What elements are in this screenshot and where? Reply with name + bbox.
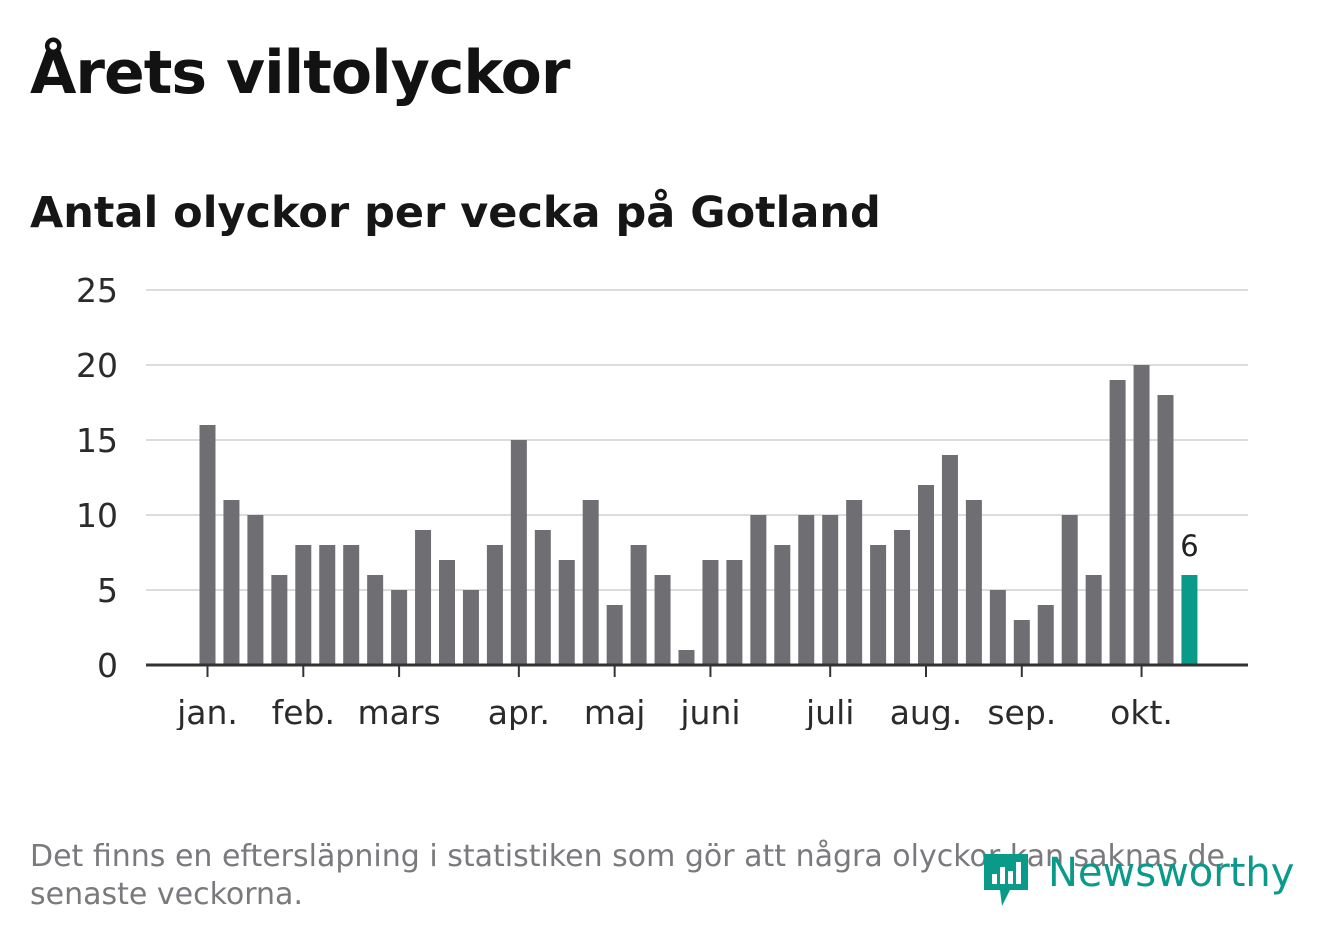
y-tick-label: 10 (76, 496, 118, 535)
x-tick-label-4: maj (584, 693, 646, 730)
x-tick-label-1: feb. (272, 693, 335, 730)
bar-week-9 (391, 590, 408, 665)
x-tick-label-5: juni (679, 693, 740, 730)
bar-week-7 (343, 545, 360, 665)
y-tick-label: 5 (97, 571, 118, 610)
bar-week-21 (678, 650, 695, 665)
bar-week-41 (1157, 395, 1174, 665)
chart-subtitle: Antal olyckor per vecka på Gotland (30, 188, 881, 238)
bar-week-15 (534, 530, 551, 665)
x-tick-label-0: jan. (176, 693, 238, 730)
bar-week-25 (774, 545, 791, 665)
bar-week-6 (319, 545, 336, 665)
bar-week-4 (271, 575, 288, 665)
bar-week-30 (894, 530, 911, 665)
y-tick-label: 0 (97, 646, 118, 685)
bar-week-34 (989, 590, 1006, 665)
bar-week-42 (1181, 575, 1198, 665)
newsworthy-logo-icon (984, 854, 1028, 906)
y-axis-ticks: 0 5 10 15 20 25 (76, 271, 118, 685)
bar-week-26 (798, 515, 815, 665)
x-axis-ticks: jan. feb. mars apr. maj juni juli aug. sep. okt. (176, 665, 1173, 730)
x-tick-label-3: apr. (488, 693, 550, 730)
bar-week-17 (582, 500, 599, 665)
bar-week-27 (822, 515, 839, 665)
bar-week-40 (1133, 365, 1150, 665)
bar-week-10 (415, 530, 432, 665)
bar-week-18 (606, 605, 623, 665)
bar-week-29 (870, 545, 887, 665)
bar-week-3 (247, 515, 264, 665)
y-tick-label: 25 (76, 271, 118, 310)
y-tick-label: 20 (76, 346, 118, 385)
x-tick-label-2: mars (358, 693, 441, 730)
newsworthy-logo-text: Newsworthy (1048, 850, 1295, 896)
bar-week-20 (654, 575, 671, 665)
bar-week-13 (486, 545, 503, 665)
bar-week-35 (1013, 620, 1030, 665)
bar-week-36 (1037, 605, 1054, 665)
data-labels: 6 (1180, 529, 1198, 563)
highlight-data-label: 6 (1180, 529, 1198, 563)
x-tick-label-8: sep. (987, 693, 1056, 730)
bar-week-8 (367, 575, 384, 665)
bar-week-31 (918, 485, 934, 665)
bar-week-12 (462, 590, 479, 665)
bar-week-37 (1061, 515, 1078, 665)
bar-chart: 0 5 10 15 20 25 jan. feb. mars apr. maj juni juli au… (76, 271, 1248, 730)
x-tick-label-6: juli (805, 693, 854, 730)
bar-week-24 (750, 515, 767, 665)
bar-week-28 (846, 500, 863, 665)
x-tick-label-7: aug. (890, 693, 963, 730)
y-tick-label: 15 (76, 421, 118, 460)
bar-week-11 (439, 560, 455, 665)
bar-week-2 (223, 500, 240, 665)
bar-week-33 (965, 500, 982, 665)
bars (199, 365, 1198, 665)
bar-week-32 (941, 455, 958, 665)
bar-week-1 (199, 425, 216, 665)
newsworthy-logo: Newsworthy (980, 850, 1300, 910)
bar-week-39 (1109, 380, 1126, 665)
bar-week-38 (1085, 575, 1102, 665)
bar-week-14 (510, 440, 527, 665)
bar-week-23 (726, 560, 743, 665)
bar-week-5 (295, 545, 312, 665)
x-tick-label-9: okt. (1110, 693, 1173, 730)
chart-title: Årets viltolyckor (30, 38, 570, 108)
bar-week-19 (630, 545, 647, 665)
bar-week-16 (558, 560, 575, 665)
bar-week-22 (702, 560, 719, 665)
